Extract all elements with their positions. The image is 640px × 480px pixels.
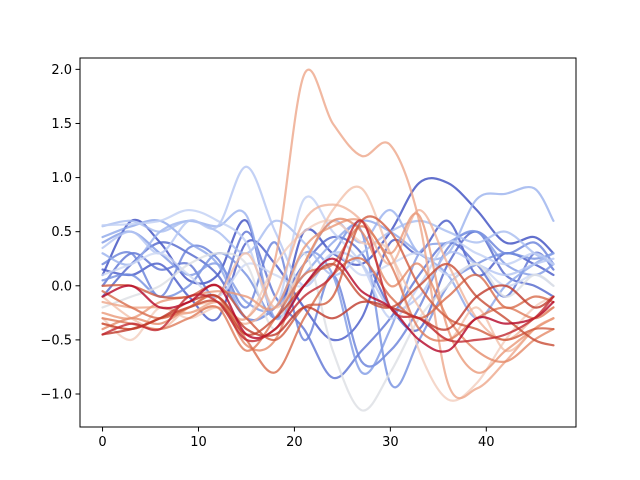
y-tick-label: 2.0 [51,63,72,78]
series-line-17 [101,203,555,341]
x-tick-label: 30 [382,435,399,450]
x-tick-label: 10 [190,435,207,450]
y-axis: −1.0 −0.5 0.0 0.5 1.0 1.5 2.0 [40,63,80,402]
series-line-23 [101,215,555,341]
series-line-15 [101,219,555,402]
series-line-24 [101,263,555,347]
series-line-6 [101,223,555,389]
series-line-13 [101,252,555,298]
series-lines [101,68,555,412]
series-line-1 [101,177,555,320]
x-axis: 0 10 20 30 40 [98,427,495,450]
series-line-14 [101,252,555,412]
series-line-27 [101,219,555,343]
y-tick-label: 0.0 [51,279,72,294]
series-line-4 [101,230,555,380]
series-line-18 [101,68,555,400]
plot-frame [79,57,577,428]
x-tick-label: 20 [286,435,303,450]
y-tick-label: 1.0 [51,171,72,186]
y-tick-label: 0.5 [51,225,72,240]
y-tick-label: 1.5 [51,117,72,132]
y-tick-label: −1.0 [40,387,72,402]
y-tick-label: −0.5 [40,333,72,348]
x-tick-label: 0 [98,435,106,450]
x-tick-label: 40 [478,435,495,450]
